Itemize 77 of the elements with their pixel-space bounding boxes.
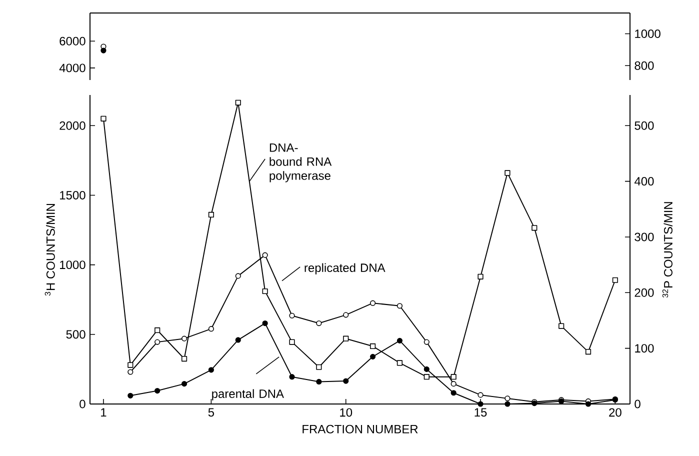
point xyxy=(343,312,349,318)
point xyxy=(208,326,214,332)
point xyxy=(181,381,188,387)
point xyxy=(343,378,349,384)
point xyxy=(128,369,134,375)
point xyxy=(289,374,295,380)
point xyxy=(235,100,241,106)
point xyxy=(128,362,134,368)
point xyxy=(450,381,456,387)
point xyxy=(504,401,510,407)
y2-tick-label: 200 xyxy=(634,288,654,297)
x-tick-label: 15 xyxy=(474,408,487,417)
y-tick-label: 1500 xyxy=(60,190,86,200)
point xyxy=(289,312,295,318)
y-tick-label: 1000 xyxy=(60,260,86,270)
series-label: parental DNA xyxy=(212,389,284,400)
point xyxy=(612,277,618,283)
point xyxy=(504,170,510,176)
point xyxy=(181,336,188,342)
point xyxy=(208,367,214,373)
point xyxy=(100,116,106,122)
point xyxy=(262,252,268,258)
point xyxy=(154,327,160,334)
x-tick-label: 1 xyxy=(101,408,106,416)
point xyxy=(478,401,484,407)
point xyxy=(154,388,160,394)
point xyxy=(316,320,322,326)
y-tick-label: 500 xyxy=(66,330,86,339)
y2-tick-label: 1000 xyxy=(635,29,660,38)
point xyxy=(262,320,268,326)
x-axis-title: FRACTION NUMBER xyxy=(302,424,418,434)
point xyxy=(262,288,268,294)
y-tick-label: 0 xyxy=(80,400,86,408)
point xyxy=(316,364,322,370)
point xyxy=(532,225,538,231)
point xyxy=(396,303,403,309)
point xyxy=(128,392,134,398)
point xyxy=(235,273,241,279)
y-axis-title: $^{3}$H COUNTS/MIN xyxy=(44,204,55,296)
point xyxy=(424,339,430,345)
point xyxy=(478,274,484,280)
point xyxy=(181,356,188,362)
point xyxy=(450,374,456,380)
point xyxy=(504,396,510,402)
y-tick-label: 4000 xyxy=(59,64,86,72)
y2-tick-label: 0 xyxy=(634,400,640,408)
point xyxy=(154,339,160,345)
point xyxy=(289,339,295,345)
y2-tick-label: 800 xyxy=(634,61,654,70)
x-tick-label: 5 xyxy=(208,408,214,417)
point xyxy=(450,390,456,396)
legend-label: replicated DNA xyxy=(304,263,386,274)
y-tick-label: 2000 xyxy=(60,121,86,130)
x-tick-label: 20 xyxy=(609,408,622,417)
y2-tick-label: 100 xyxy=(635,344,654,353)
y2-tick-label: 300 xyxy=(634,232,654,242)
point xyxy=(396,360,403,366)
point xyxy=(424,374,430,380)
point xyxy=(424,366,430,372)
y2-tick-label: 400 xyxy=(634,177,654,186)
x-tick-label: 10 xyxy=(340,408,352,417)
point xyxy=(370,343,376,350)
point xyxy=(396,338,403,344)
point xyxy=(478,392,484,398)
point xyxy=(558,323,564,329)
point xyxy=(316,378,322,385)
point xyxy=(343,336,349,342)
point xyxy=(370,354,376,360)
legend-label: DNA-bound RNA polymerase xyxy=(270,144,332,182)
y2-axis-title: $^{32}$P COUNTS/MIN xyxy=(662,202,672,298)
point xyxy=(208,212,214,218)
point xyxy=(370,300,376,306)
y-tick-label: 6000 xyxy=(60,36,86,46)
point xyxy=(585,349,592,355)
y2-tick-label: 500 xyxy=(634,121,654,130)
point xyxy=(235,337,241,343)
point xyxy=(585,401,592,407)
